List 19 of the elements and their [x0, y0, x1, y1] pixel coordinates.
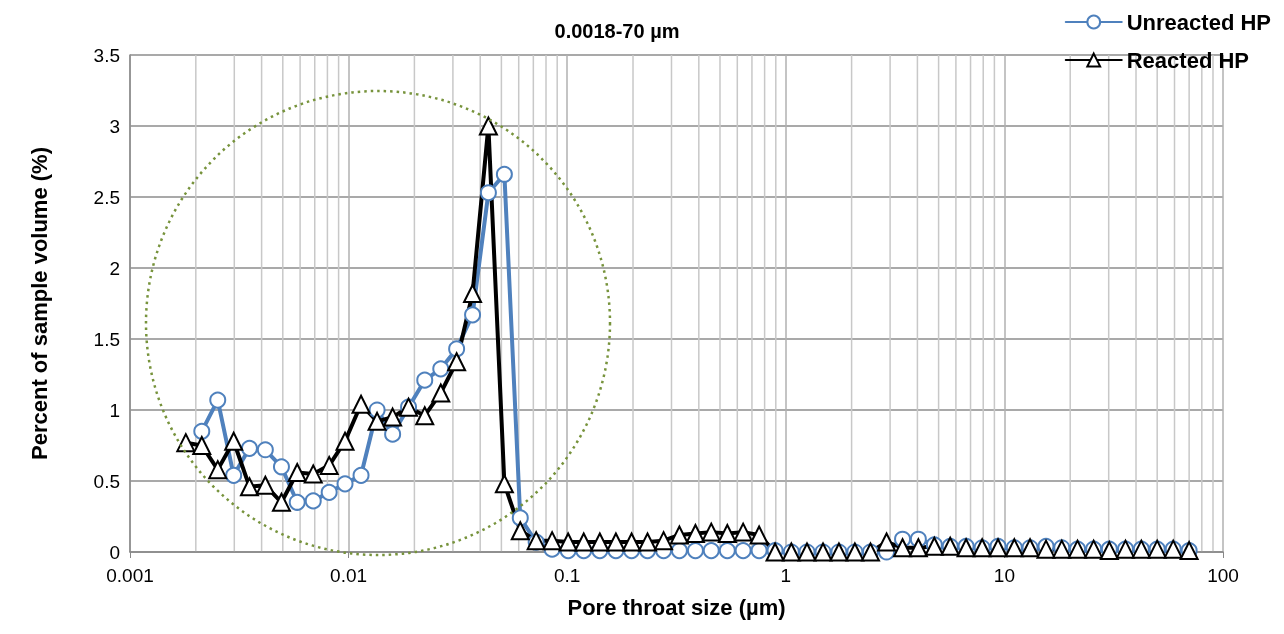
x-tick-label: 0.01 [330, 565, 368, 586]
y-tick-label: 2.5 [93, 186, 120, 208]
y-tick-label: 3.5 [93, 44, 120, 66]
x-tick-label: 1 [780, 565, 792, 586]
chart-title: 0.0018-70 µm [554, 20, 680, 42]
x-tick-label: 100 [1207, 565, 1239, 586]
x-tick-label: 0.001 [106, 565, 154, 586]
legend-label: Reacted HP [1126, 47, 1250, 73]
legend-label: Unreacted HP [1126, 9, 1272, 35]
y-tick-label: 1 [109, 399, 120, 421]
y-tick-label: 0 [109, 541, 120, 563]
y-tick-label: 3 [109, 115, 120, 137]
y-tick-label: 1.5 [93, 328, 120, 350]
x-tick-label: 0.1 [553, 565, 581, 586]
x-tick-label: 10 [993, 565, 1015, 586]
x-axis-title: Pore throat size (µm) [567, 594, 786, 620]
y-axis-title: Percent of sample volume (%) [26, 147, 52, 460]
y-tick-label: 0.5 [93, 470, 120, 492]
y-tick-label: 2 [109, 257, 120, 279]
